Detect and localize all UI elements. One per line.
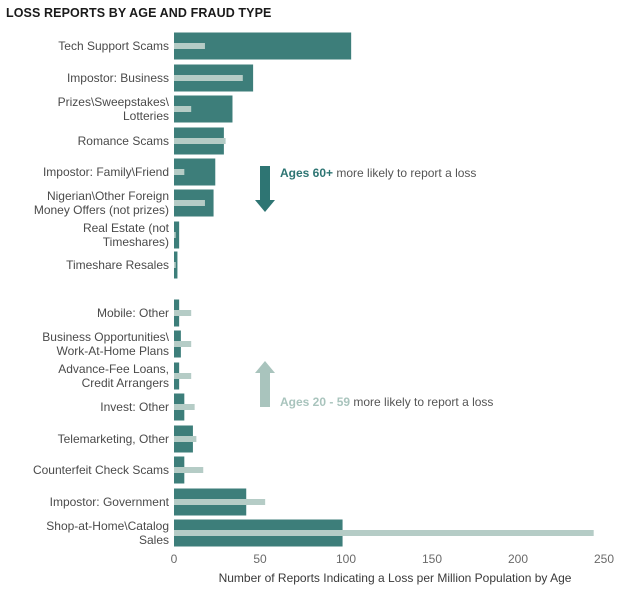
category-label: Tech Support Scams xyxy=(58,39,169,53)
category-label: Work-At-Home Plans xyxy=(57,344,169,358)
annotation-text: Ages 60+ more likely to report a loss xyxy=(280,166,476,180)
bar-series-2 xyxy=(174,373,192,379)
category-label: Timeshares) xyxy=(103,235,169,249)
bar-series-2 xyxy=(174,499,266,505)
category-label: Credit Arrangers xyxy=(82,376,169,390)
bar-series-2 xyxy=(174,138,226,144)
annotation-text: Ages 20 - 59 more likely to report a los… xyxy=(280,395,493,409)
bar-series-2 xyxy=(174,106,192,112)
category-label: Advance-Fee Loans, xyxy=(58,362,169,376)
category-label: Impostor: Business xyxy=(67,71,169,85)
chart-title: LOSS REPORTS BY AGE AND FRAUD TYPE xyxy=(6,6,272,20)
category-label: Impostor: Family\Friend xyxy=(43,165,169,179)
x-tick-label: 150 xyxy=(422,552,442,566)
bar-series-2 xyxy=(174,404,195,410)
category-label: Prizes\Sweepstakes\ xyxy=(58,95,170,109)
bar-series-2 xyxy=(174,169,185,175)
bar-series-2 xyxy=(174,43,205,49)
bar-series-2 xyxy=(174,341,192,347)
bar-series-2 xyxy=(174,436,197,442)
bar-series-2 xyxy=(174,232,176,238)
category-label: Mobile: Other xyxy=(97,306,169,320)
category-label: Lotteries xyxy=(123,109,169,123)
category-label: Shop-at-Home\Catalog xyxy=(46,519,169,533)
category-label: Timeshare Resales xyxy=(66,258,169,272)
category-label: Business Opportunities\ xyxy=(42,330,169,344)
x-tick-label: 50 xyxy=(253,552,267,566)
x-tick-label: 0 xyxy=(171,552,178,566)
arrow-down-icon xyxy=(255,166,275,212)
bar-series-2 xyxy=(174,262,176,268)
bar-series-2 xyxy=(174,310,192,316)
x-axis-title: Number of Reports Indicating a Loss per … xyxy=(219,571,572,585)
annotations: Ages 60+ more likely to report a lossAge… xyxy=(255,166,493,409)
category-label: Counterfeit Check Scams xyxy=(33,463,169,477)
category-label: Impostor: Government xyxy=(50,495,170,509)
bar-series-2 xyxy=(174,200,205,206)
bar-series-2 xyxy=(174,75,243,81)
x-axis: 0 50 100 150 200 250 xyxy=(171,552,615,566)
category-label: Invest: Other xyxy=(100,400,169,414)
category-label: Telemarketing, Other xyxy=(58,432,169,446)
category-label: Nigerian\Other Foreign xyxy=(47,189,169,203)
x-tick-label: 200 xyxy=(508,552,528,566)
arrow-up-icon xyxy=(255,361,275,407)
category-label: Real Estate (not xyxy=(83,221,170,235)
x-tick-label: 100 xyxy=(336,552,356,566)
x-tick-label: 250 xyxy=(594,552,614,566)
category-label: Money Offers (not prizes) xyxy=(34,203,169,217)
bar-series-2 xyxy=(174,467,204,473)
annotation-age-group: Ages 20 - 59 xyxy=(280,395,350,409)
annotation-description: more likely to report a loss xyxy=(333,166,476,180)
annotation-description: more likely to report a loss xyxy=(350,395,493,409)
category-labels: Tech Support Scams Impostor: Business Priz… xyxy=(33,39,170,547)
bars-group xyxy=(174,32,594,547)
category-label: Romance Scams xyxy=(78,134,169,148)
bar-series-2 xyxy=(174,530,594,536)
annotation-age-group: Ages 60+ xyxy=(280,166,333,180)
bar-series-1 xyxy=(174,221,180,249)
category-label: Sales xyxy=(139,533,169,547)
